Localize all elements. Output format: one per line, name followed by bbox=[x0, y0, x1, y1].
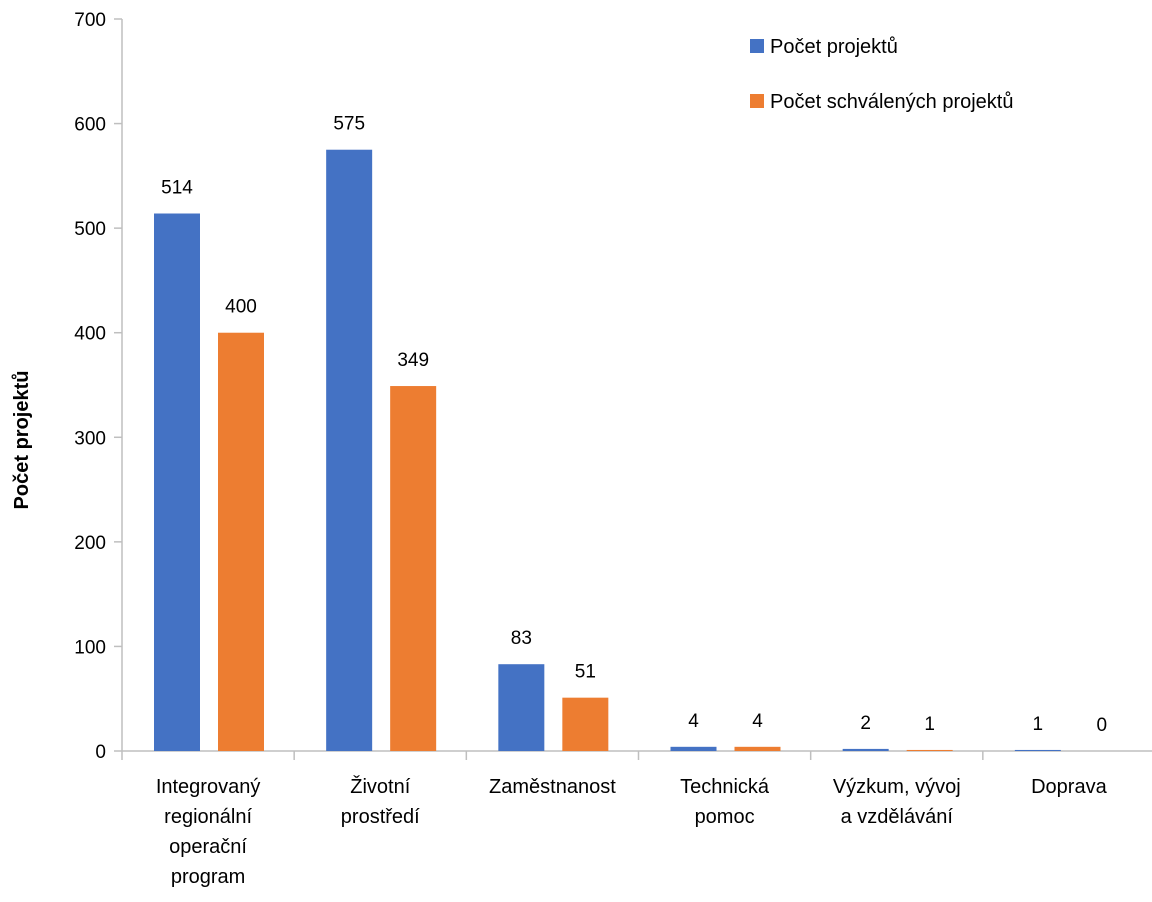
y-tick-label: 600 bbox=[74, 115, 106, 136]
data-label: 514 bbox=[161, 178, 193, 199]
data-label: 83 bbox=[511, 628, 532, 649]
x-ticks bbox=[121, 751, 984, 760]
data-label: 4 bbox=[752, 711, 763, 732]
legend-swatch bbox=[750, 94, 764, 108]
y-tick-label: 500 bbox=[74, 219, 106, 240]
data-label: 51 bbox=[575, 662, 596, 683]
bar-projects bbox=[1014, 749, 1061, 751]
category-label: Výzkum, vývoj a vzdělávání bbox=[833, 776, 961, 828]
legend-label: Počet schválených projektů bbox=[770, 91, 1013, 113]
data-label: 349 bbox=[397, 350, 429, 371]
category-label: Zaměstnanost bbox=[489, 776, 616, 798]
bar-approved-projects bbox=[562, 697, 609, 751]
bar-projects bbox=[842, 748, 889, 751]
category-label: Životní prostředí bbox=[341, 775, 420, 828]
y-ticks: 0 100 200 300 400 500 600 700 bbox=[74, 10, 122, 763]
category-label: Doprava bbox=[1031, 776, 1107, 798]
legend-label: Počet projektů bbox=[770, 36, 898, 58]
data-label: 1 bbox=[924, 714, 935, 735]
data-label: 400 bbox=[225, 297, 257, 318]
bar-projects bbox=[154, 213, 200, 751]
category-labels: Integrovaný regionální operační program Živo… bbox=[156, 775, 1108, 888]
y-tick-label: 200 bbox=[74, 533, 106, 554]
y-axis-title: Počet projektů bbox=[11, 371, 33, 510]
data-label: 575 bbox=[333, 114, 365, 135]
bar-approved-projects bbox=[218, 332, 264, 751]
y-tick-label: 300 bbox=[74, 428, 106, 449]
category-label: Technická pomoc bbox=[680, 776, 770, 828]
bar-approved-projects bbox=[390, 386, 437, 751]
bar-approved-projects bbox=[734, 746, 781, 751]
bar-approved-projects bbox=[906, 749, 953, 751]
legend: Počet projektů Počet schválených projektů bbox=[750, 36, 1013, 113]
legend-swatch bbox=[750, 39, 764, 53]
category-label: Integrovaný regionální operační program bbox=[156, 776, 261, 888]
y-tick-label: 100 bbox=[74, 637, 106, 658]
y-tick-label: 0 bbox=[95, 742, 106, 763]
data-label: 4 bbox=[688, 711, 699, 732]
data-label: 2 bbox=[860, 713, 871, 734]
data-label: 1 bbox=[1033, 714, 1044, 735]
bar-projects bbox=[670, 746, 717, 751]
y-tick-label: 400 bbox=[74, 324, 106, 345]
bar-projects bbox=[498, 664, 545, 751]
bar-projects bbox=[326, 149, 373, 751]
axes bbox=[121, 19, 1152, 752]
bars bbox=[154, 149, 1061, 751]
data-label: 0 bbox=[1097, 715, 1108, 736]
y-tick-label: 700 bbox=[74, 10, 106, 31]
